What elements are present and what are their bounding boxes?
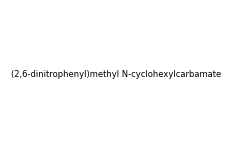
Text: (2,6-dinitrophenyl)methyl N-cyclohexylcarbamate: (2,6-dinitrophenyl)methyl N-cyclohexylca… [11,70,222,78]
